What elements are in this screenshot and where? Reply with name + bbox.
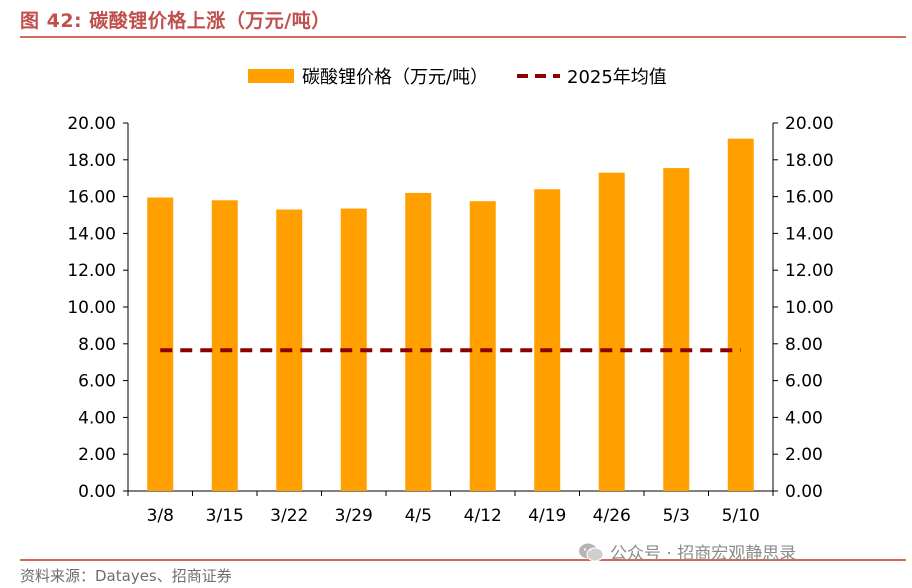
left-y-tick-label: 18.00 — [67, 151, 116, 171]
watermark-text: 公众号 · 招商宏观静思录 — [610, 544, 797, 564]
left-y-tick-label: 12.00 — [67, 261, 116, 281]
left-y-tick-label: 14.00 — [67, 224, 116, 244]
right-y-tick-label: 8.00 — [785, 335, 823, 355]
price-bar — [663, 168, 690, 491]
right-y-tick-label: 0.00 — [785, 482, 823, 502]
price-bar — [727, 138, 754, 491]
x-tick-label: 3/15 — [206, 506, 244, 526]
left-y-tick-label: 0.00 — [78, 482, 116, 502]
wechat-icon — [579, 543, 604, 561]
left-y-tick-label: 2.00 — [78, 445, 116, 465]
legend-label-avg: 2025年均值 — [567, 67, 667, 88]
x-tick-label: 5/10 — [722, 506, 760, 526]
lithium-carbonate-chart: 碳酸锂价格（万元/吨） 2025年均值 0.00 2.00 4.00 6.00 8.00 1… — [67, 67, 834, 526]
right-y-tick-label: 6.00 — [785, 372, 823, 392]
price-bar — [147, 197, 174, 491]
left-y-tick-label: 10.00 — [67, 298, 116, 318]
left-y-tick-label: 8.00 — [78, 335, 116, 355]
right-y-tick-label: 4.00 — [785, 408, 823, 428]
price-bar — [405, 192, 432, 492]
chart-legend: 碳酸锂价格（万元/吨） 2025年均值 — [248, 67, 667, 88]
right-y-tick-label: 20.00 — [785, 114, 834, 134]
price-bar — [211, 200, 238, 491]
x-tick-label: 4/26 — [593, 506, 631, 526]
title-divider — [20, 36, 906, 38]
right-y-tick-label: 2.00 — [785, 445, 823, 465]
x-tick-label: 3/29 — [335, 506, 373, 526]
right-y-tick-label: 12.00 — [785, 261, 834, 281]
x-tick-label: 4/12 — [464, 506, 502, 526]
left-y-tick-label: 6.00 — [78, 372, 116, 392]
right-y-tick-label: 16.00 — [785, 188, 834, 208]
x-tick-label: 5/3 — [663, 506, 690, 526]
x-tick-label: 3/8 — [147, 506, 174, 526]
right-y-tick-label: 14.00 — [785, 224, 834, 244]
price-bar — [534, 189, 561, 492]
right-y-tick-label: 10.00 — [785, 298, 834, 318]
price-bar — [598, 172, 625, 491]
legend-swatch-bars — [248, 69, 294, 83]
watermark: 公众号 · 招商宏观静思录 — [578, 539, 796, 564]
x-tick-label: 4/19 — [528, 506, 566, 526]
figure-title: 图 42: 碳酸锂价格上涨（万元/吨） — [20, 10, 331, 32]
left-y-tick-label: 16.00 — [67, 188, 116, 208]
x-tick-label: 3/22 — [270, 506, 308, 526]
left-y-tick-label: 20.00 — [67, 114, 116, 134]
right-y-tick-label: 18.00 — [785, 151, 834, 171]
source-note: 资料来源：Datayes、招商证券 — [20, 567, 232, 585]
legend-label-bars: 碳酸锂价格（万元/吨） — [302, 67, 488, 88]
footer-divider — [20, 559, 906, 561]
x-tick-label: 4/5 — [405, 506, 432, 526]
left-y-tick-label: 4.00 — [78, 408, 116, 428]
price-bar — [469, 201, 496, 491]
